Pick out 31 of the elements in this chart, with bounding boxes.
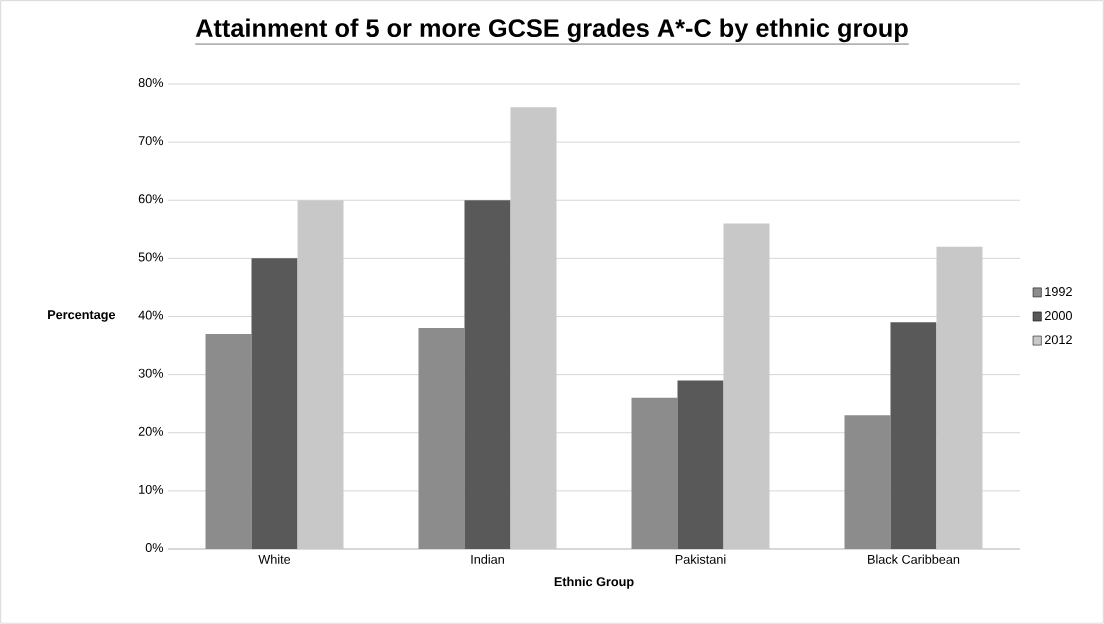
bar: [251, 258, 298, 549]
x-tick-label: White: [258, 554, 291, 564]
x-axis-title: Ethnic Group: [554, 576, 634, 589]
bar: [510, 107, 557, 549]
legend-label: 2012: [1044, 335, 1072, 345]
bar: [890, 322, 937, 549]
legend-label: 1992: [1045, 287, 1072, 297]
y-tick-label: 40%: [138, 310, 164, 320]
bar: [936, 246, 983, 549]
chart-title: Attainment of 5 or more GCSE grades A*-C by ethnic group: [195, 18, 908, 43]
y-tick-label: 0%: [145, 543, 164, 553]
legend-label: 2000: [1044, 311, 1072, 321]
y-tick-label: 50%: [138, 252, 164, 262]
bar: [418, 328, 465, 549]
bar: [205, 333, 252, 549]
bar: [677, 380, 724, 549]
x-tick-label: Black Caribbean: [868, 554, 960, 564]
y-tick-label: 60%: [138, 194, 164, 204]
bar: [464, 200, 511, 549]
y-tick-label: 80%: [138, 78, 164, 88]
bar: [631, 397, 678, 549]
bar: [723, 223, 770, 549]
bar: [844, 415, 891, 549]
bar: [297, 200, 344, 549]
y-tick-label: 10%: [139, 484, 164, 494]
y-tick-label: 20%: [138, 426, 164, 436]
x-tick-label: Indian: [471, 554, 504, 564]
y-tick-label: 70%: [138, 136, 164, 146]
y-axis-title: Percentage: [48, 310, 116, 322]
x-tick-label: Pakistani: [675, 554, 726, 564]
y-tick-label: 30%: [138, 368, 164, 378]
